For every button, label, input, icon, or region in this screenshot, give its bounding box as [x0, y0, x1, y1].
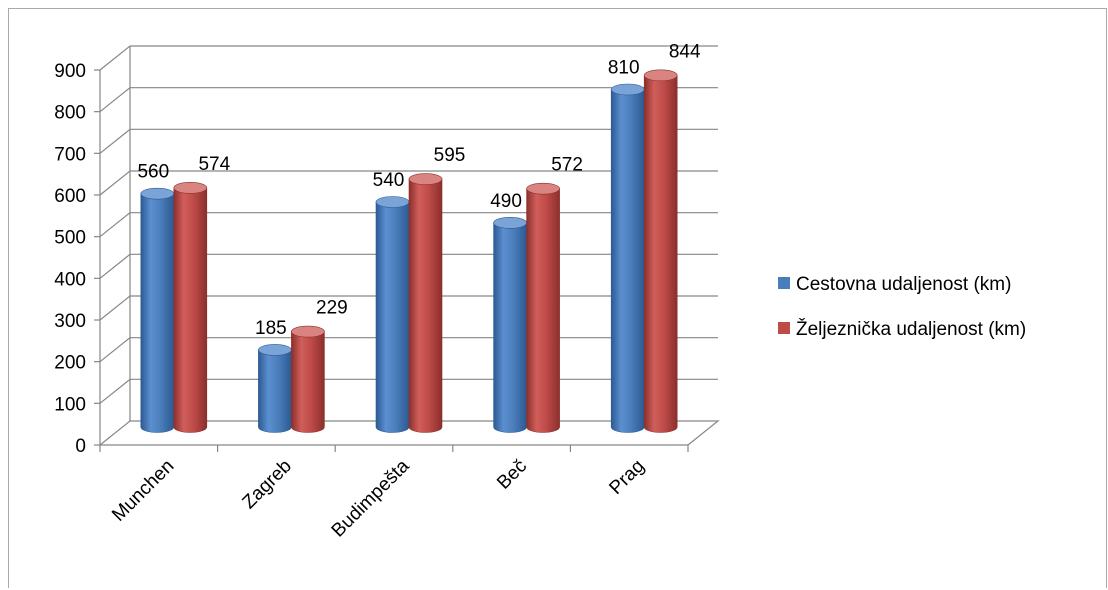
gridline-side: [99, 420, 131, 446]
gridline-side: [99, 128, 131, 154]
y-tick-label: 500: [54, 228, 86, 249]
bar-Cestovna udaljenost (km)-Zagreb: [258, 349, 292, 433]
gridline-side: [99, 212, 131, 238]
gridline-side: [99, 295, 131, 321]
x-tick-label: Prag: [606, 456, 649, 499]
x-tick-label: Beč: [493, 456, 531, 494]
gridline-side: [99, 87, 131, 113]
data-label: 572: [551, 155, 583, 176]
bar-Cestovna udaljenost (km)-Munchen: [140, 193, 175, 433]
bar-top: [291, 325, 325, 338]
data-label: 560: [137, 162, 169, 183]
data-label: 229: [316, 298, 348, 319]
legend-label: Cestovna udaljenost (km): [796, 274, 1011, 295]
bar-top: [140, 187, 175, 200]
data-label: 540: [373, 170, 405, 191]
gridline-side: [99, 170, 131, 196]
y-tick-label: 600: [54, 186, 86, 207]
legend-label: Željeznička udaljenost (km): [796, 318, 1026, 340]
data-label: 185: [255, 318, 287, 339]
data-labels: 560 574 185 229 540 595 490 572 810 844: [137, 41, 701, 339]
y-tick-label: 900: [54, 61, 86, 82]
bar-top: [375, 196, 410, 208]
gridline-side: [99, 337, 131, 363]
y-tick-label: 100: [54, 394, 86, 415]
y-tick-label: 300: [54, 311, 86, 332]
bar-Željeznička udaljenost (km)-Budimpešta: [408, 178, 443, 433]
x-tick-label: Zagreb: [239, 456, 296, 513]
x-tick-label: Munchen: [108, 456, 178, 526]
legend-swatch: [778, 322, 790, 334]
data-label: 844: [669, 41, 701, 62]
bar-Željeznička udaljenost (km)-Munchen: [173, 187, 208, 433]
y-tick-label: 200: [54, 353, 86, 374]
gridline-side: [99, 253, 131, 279]
bar-top: [610, 83, 645, 96]
data-label: 574: [198, 154, 230, 175]
bar-top: [173, 182, 208, 194]
bar-Željeznička udaljenost (km)-Prag: [643, 75, 678, 433]
bar-top: [643, 69, 678, 82]
bar-Cestovna udaljenost (km)-Beč: [493, 222, 527, 433]
bars: [140, 69, 678, 433]
data-label: 810: [608, 58, 640, 79]
bar-top: [493, 217, 527, 229]
x-tick-label: Budimpešta: [328, 455, 414, 541]
bar-top: [408, 173, 443, 185]
y-tick-label: 0: [75, 436, 86, 457]
gridline-side: [99, 378, 131, 404]
data-label: 595: [434, 145, 466, 166]
bar-Željeznička udaljenost (km)-Beč: [526, 188, 560, 433]
legend: Cestovna udaljenost (km) Željeznička udal…: [778, 274, 1026, 340]
data-label: 490: [490, 191, 522, 212]
legend-swatch: [778, 277, 790, 289]
gridline-side: [99, 45, 131, 71]
bar-Željeznička udaljenost (km)-Zagreb: [291, 331, 325, 433]
y-tick-label: 700: [54, 144, 86, 165]
y-tick-label: 800: [54, 103, 86, 124]
y-tick-label: 400: [54, 269, 86, 290]
bar-Cestovna udaljenost (km)-Prag: [610, 89, 645, 433]
bar-Cestovna udaljenost (km)-Budimpešta: [375, 201, 410, 433]
bar-top: [526, 182, 560, 195]
bar-top: [258, 344, 292, 356]
